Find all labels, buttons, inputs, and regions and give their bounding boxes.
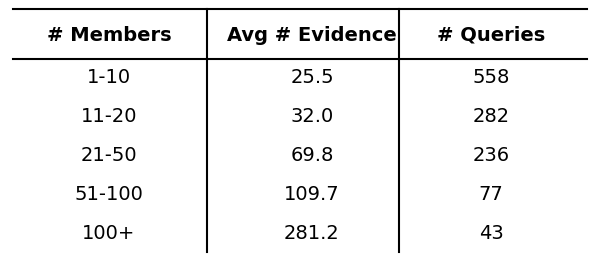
Text: 11-20: 11-20 <box>80 107 137 126</box>
Text: 236: 236 <box>473 146 509 165</box>
Text: Avg # Evidence: Avg # Evidence <box>227 26 397 45</box>
Text: # Queries: # Queries <box>437 26 545 45</box>
Text: 109.7: 109.7 <box>284 185 340 204</box>
Text: # Members: # Members <box>47 26 171 45</box>
Text: 77: 77 <box>479 185 503 204</box>
Text: 21-50: 21-50 <box>80 146 137 165</box>
Text: 558: 558 <box>472 68 510 87</box>
Text: 1-10: 1-10 <box>87 68 131 87</box>
Text: 43: 43 <box>479 224 503 243</box>
Text: 281.2: 281.2 <box>284 224 340 243</box>
Text: 100+: 100+ <box>82 224 136 243</box>
Text: 282: 282 <box>473 107 509 126</box>
Text: 25.5: 25.5 <box>290 68 334 87</box>
Text: 51-100: 51-100 <box>74 185 143 204</box>
Text: 32.0: 32.0 <box>290 107 334 126</box>
Text: 69.8: 69.8 <box>290 146 334 165</box>
